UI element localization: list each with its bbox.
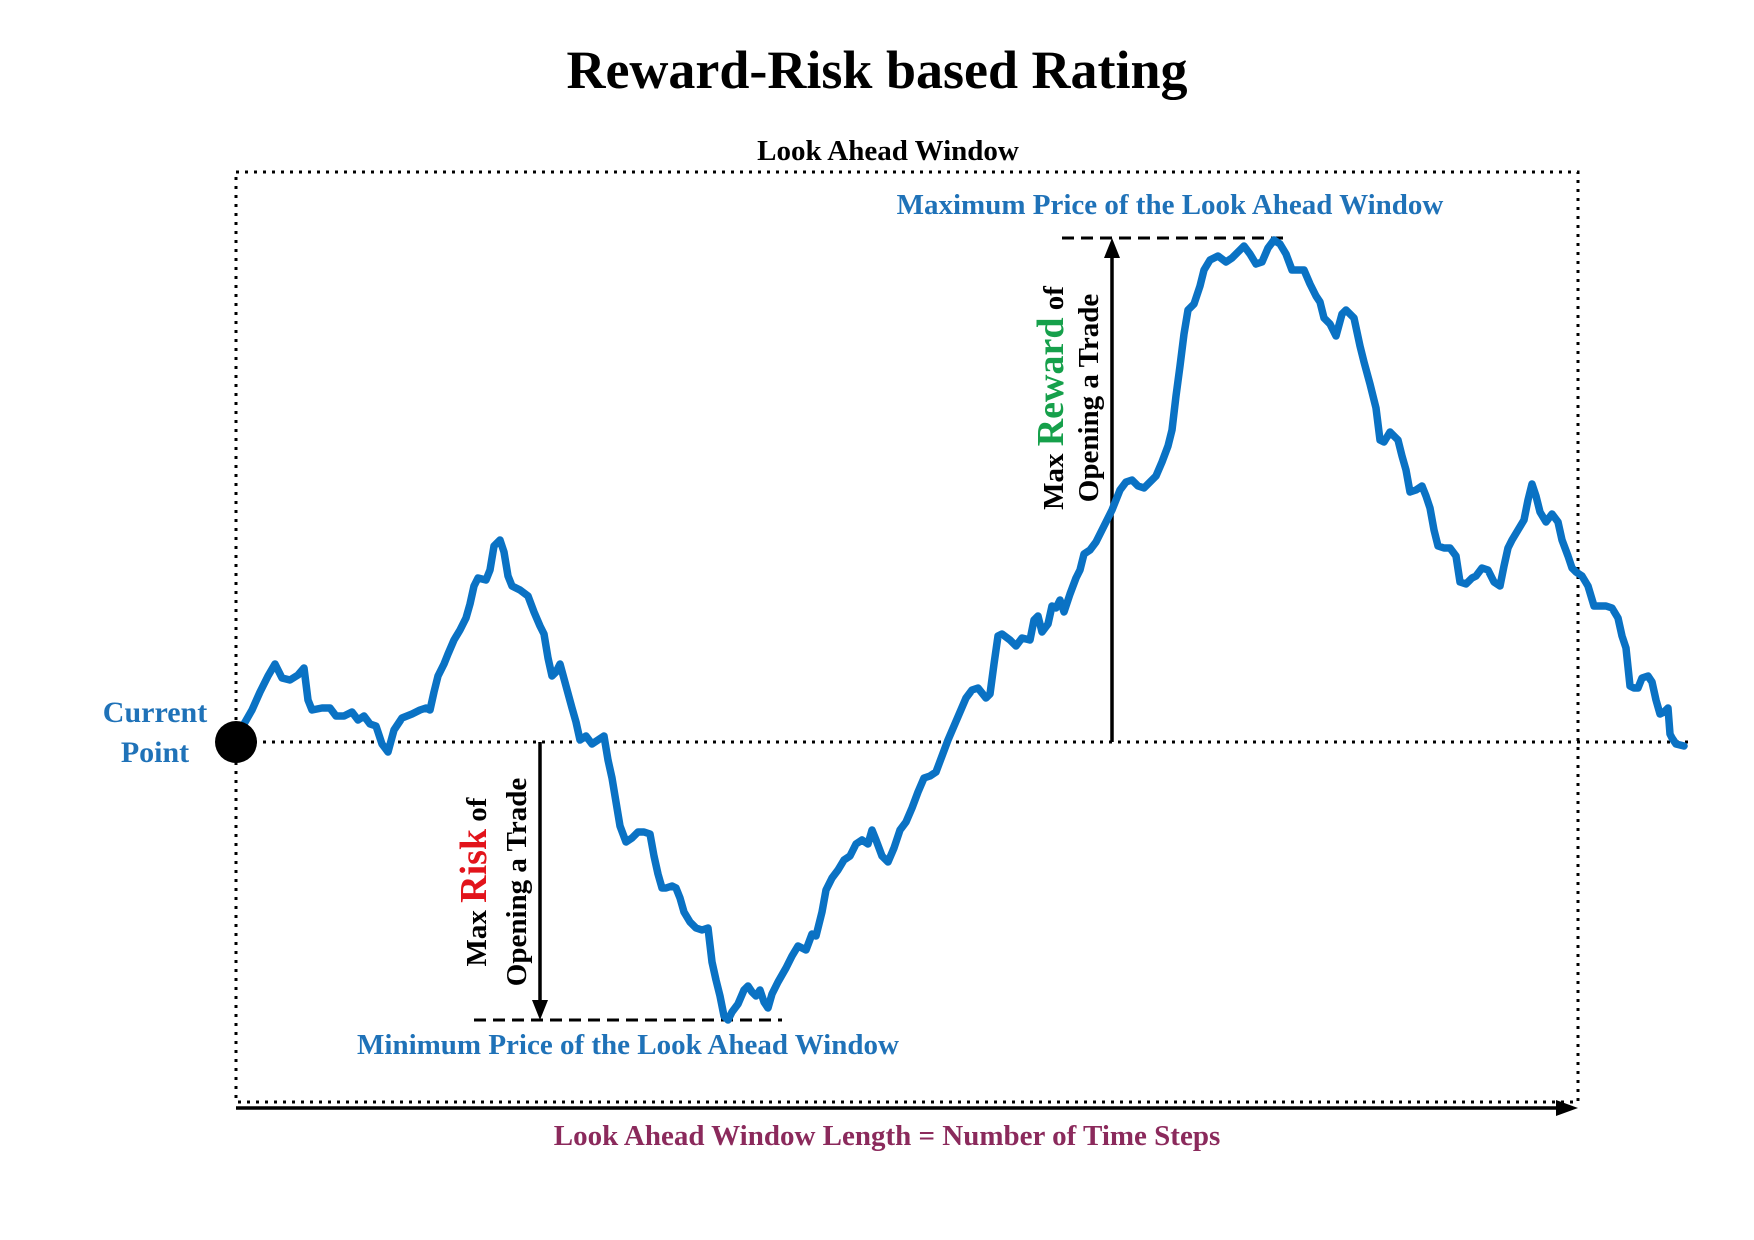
risk-prefix: Max: [461, 903, 493, 967]
current-point-label-line1: Current: [103, 696, 207, 729]
reward-prefix: Max: [1038, 446, 1070, 510]
reward-suffix: of: [1038, 286, 1070, 318]
max-price-label: Maximum Price of the Look Ahead Window: [897, 189, 1444, 221]
price-path-line: [232, 236, 1688, 1024]
risk-suffix: of: [461, 797, 493, 829]
risk-annotation: Max Risk of: [453, 797, 495, 966]
reward-annotation-2: Opening a Trade: [1073, 294, 1105, 503]
reward-word: Reward: [1030, 318, 1072, 447]
window-label: Look Ahead Window: [757, 135, 1019, 167]
reward-annotation-line2: Opening a Trade: [1073, 294, 1105, 503]
reward-annotation: Max Reward of: [1030, 286, 1072, 510]
window-length-arrow-head: [1556, 1100, 1578, 1116]
risk-arrow-head: [532, 1000, 548, 1020]
risk-annotation-2: Opening a Trade: [501, 778, 533, 987]
reward-annotation-line1: Max Reward of: [1030, 286, 1072, 510]
risk-annotation-line2: Opening a Trade: [501, 778, 533, 987]
current-point-dot: [215, 721, 257, 763]
risk-word: Risk: [453, 828, 495, 903]
diagram-title: Reward-Risk based Rating: [566, 40, 1187, 100]
risk-annotation-line1: Max Risk of: [453, 797, 495, 966]
current-point-label-line2: Point: [121, 736, 189, 769]
min-price-label: Minimum Price of the Look Ahead Window: [357, 1029, 899, 1061]
window-length-label: Look Ahead Window Length = Number of Tim…: [554, 1120, 1221, 1152]
reward-arrow-head: [1104, 238, 1120, 258]
look-ahead-window-box: [234, 170, 1580, 1104]
